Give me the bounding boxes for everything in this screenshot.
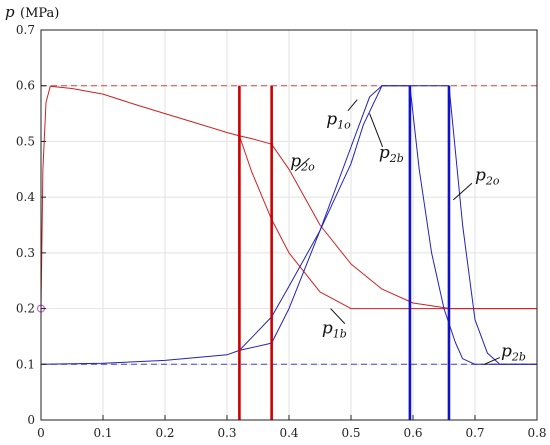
x-tick-label: 0.3: [217, 426, 236, 440]
annotation-leader: [484, 357, 500, 365]
vertical-markers: [238, 85, 451, 420]
annotation-main: p: [326, 110, 337, 130]
annotation-label: p1o: [326, 110, 351, 132]
y-axis-ticks: 0 0.1 0.2 0.3 0.4 0.5 0.6 0.7: [16, 23, 46, 427]
annotation-label: p2b: [501, 341, 526, 363]
annotation-main: p: [290, 152, 301, 172]
annotation-subscript: 2o: [300, 161, 315, 174]
annotation-main: p: [322, 319, 333, 339]
annotation-subscript: 1b: [333, 328, 347, 341]
x-tick-label: 0.8: [527, 426, 546, 440]
y-tick-label: 0.2: [16, 302, 35, 316]
annotation-leader: [369, 113, 384, 148]
annotation-subscript: 2b: [389, 152, 404, 165]
annotation-label: p2b: [379, 143, 404, 165]
reference-lines: [41, 85, 537, 365]
annotation-subscript: 1o: [337, 119, 351, 132]
y-tick-label: 0.3: [16, 246, 35, 260]
x-tick-label: 0.6: [403, 426, 422, 440]
annotation-subscript: 2o: [485, 174, 500, 187]
series-line: [239, 85, 537, 365]
series-line: [40, 85, 537, 365]
annotation-subscript: 2b: [511, 350, 526, 363]
y-tick-label: 0.4: [16, 190, 35, 204]
annotation-label: p2o: [475, 165, 500, 187]
x-tick-label: 0.4: [279, 426, 298, 440]
annotation-label: p2o: [290, 152, 315, 174]
y-tick-label: 0.7: [16, 23, 35, 37]
annotation-main: p: [475, 165, 486, 185]
x-tick-label: 0.7: [465, 426, 484, 440]
y-tick-label: 0: [27, 413, 35, 427]
annotation-label: p1b: [322, 319, 347, 341]
x-axis-ticks: 0 0.1 0.2 0.3 0.4 0.5 0.6 0.7 0.8: [37, 415, 547, 440]
x-tick-label: 0.1: [93, 426, 112, 440]
annotation-leader: [347, 99, 358, 112]
x-tick-label: 0: [37, 426, 45, 440]
annotation-leader: [330, 308, 346, 324]
annotation-leader: [452, 182, 473, 201]
x-tick-label: 0.2: [155, 426, 174, 440]
y-axis-unit: (MPa): [20, 6, 59, 21]
y-tick-label: 0.6: [16, 79, 35, 93]
annotation-main: p: [501, 341, 512, 361]
series-line: [238, 135, 537, 310]
y-axis-label: p: [5, 3, 15, 21]
y-tick-label: 0.1: [16, 357, 35, 371]
annotation-main: p: [379, 143, 390, 163]
y-tick-label: 0.5: [16, 134, 35, 148]
annotation-leader: [294, 157, 310, 172]
x-tick-label: 0.5: [341, 426, 360, 440]
